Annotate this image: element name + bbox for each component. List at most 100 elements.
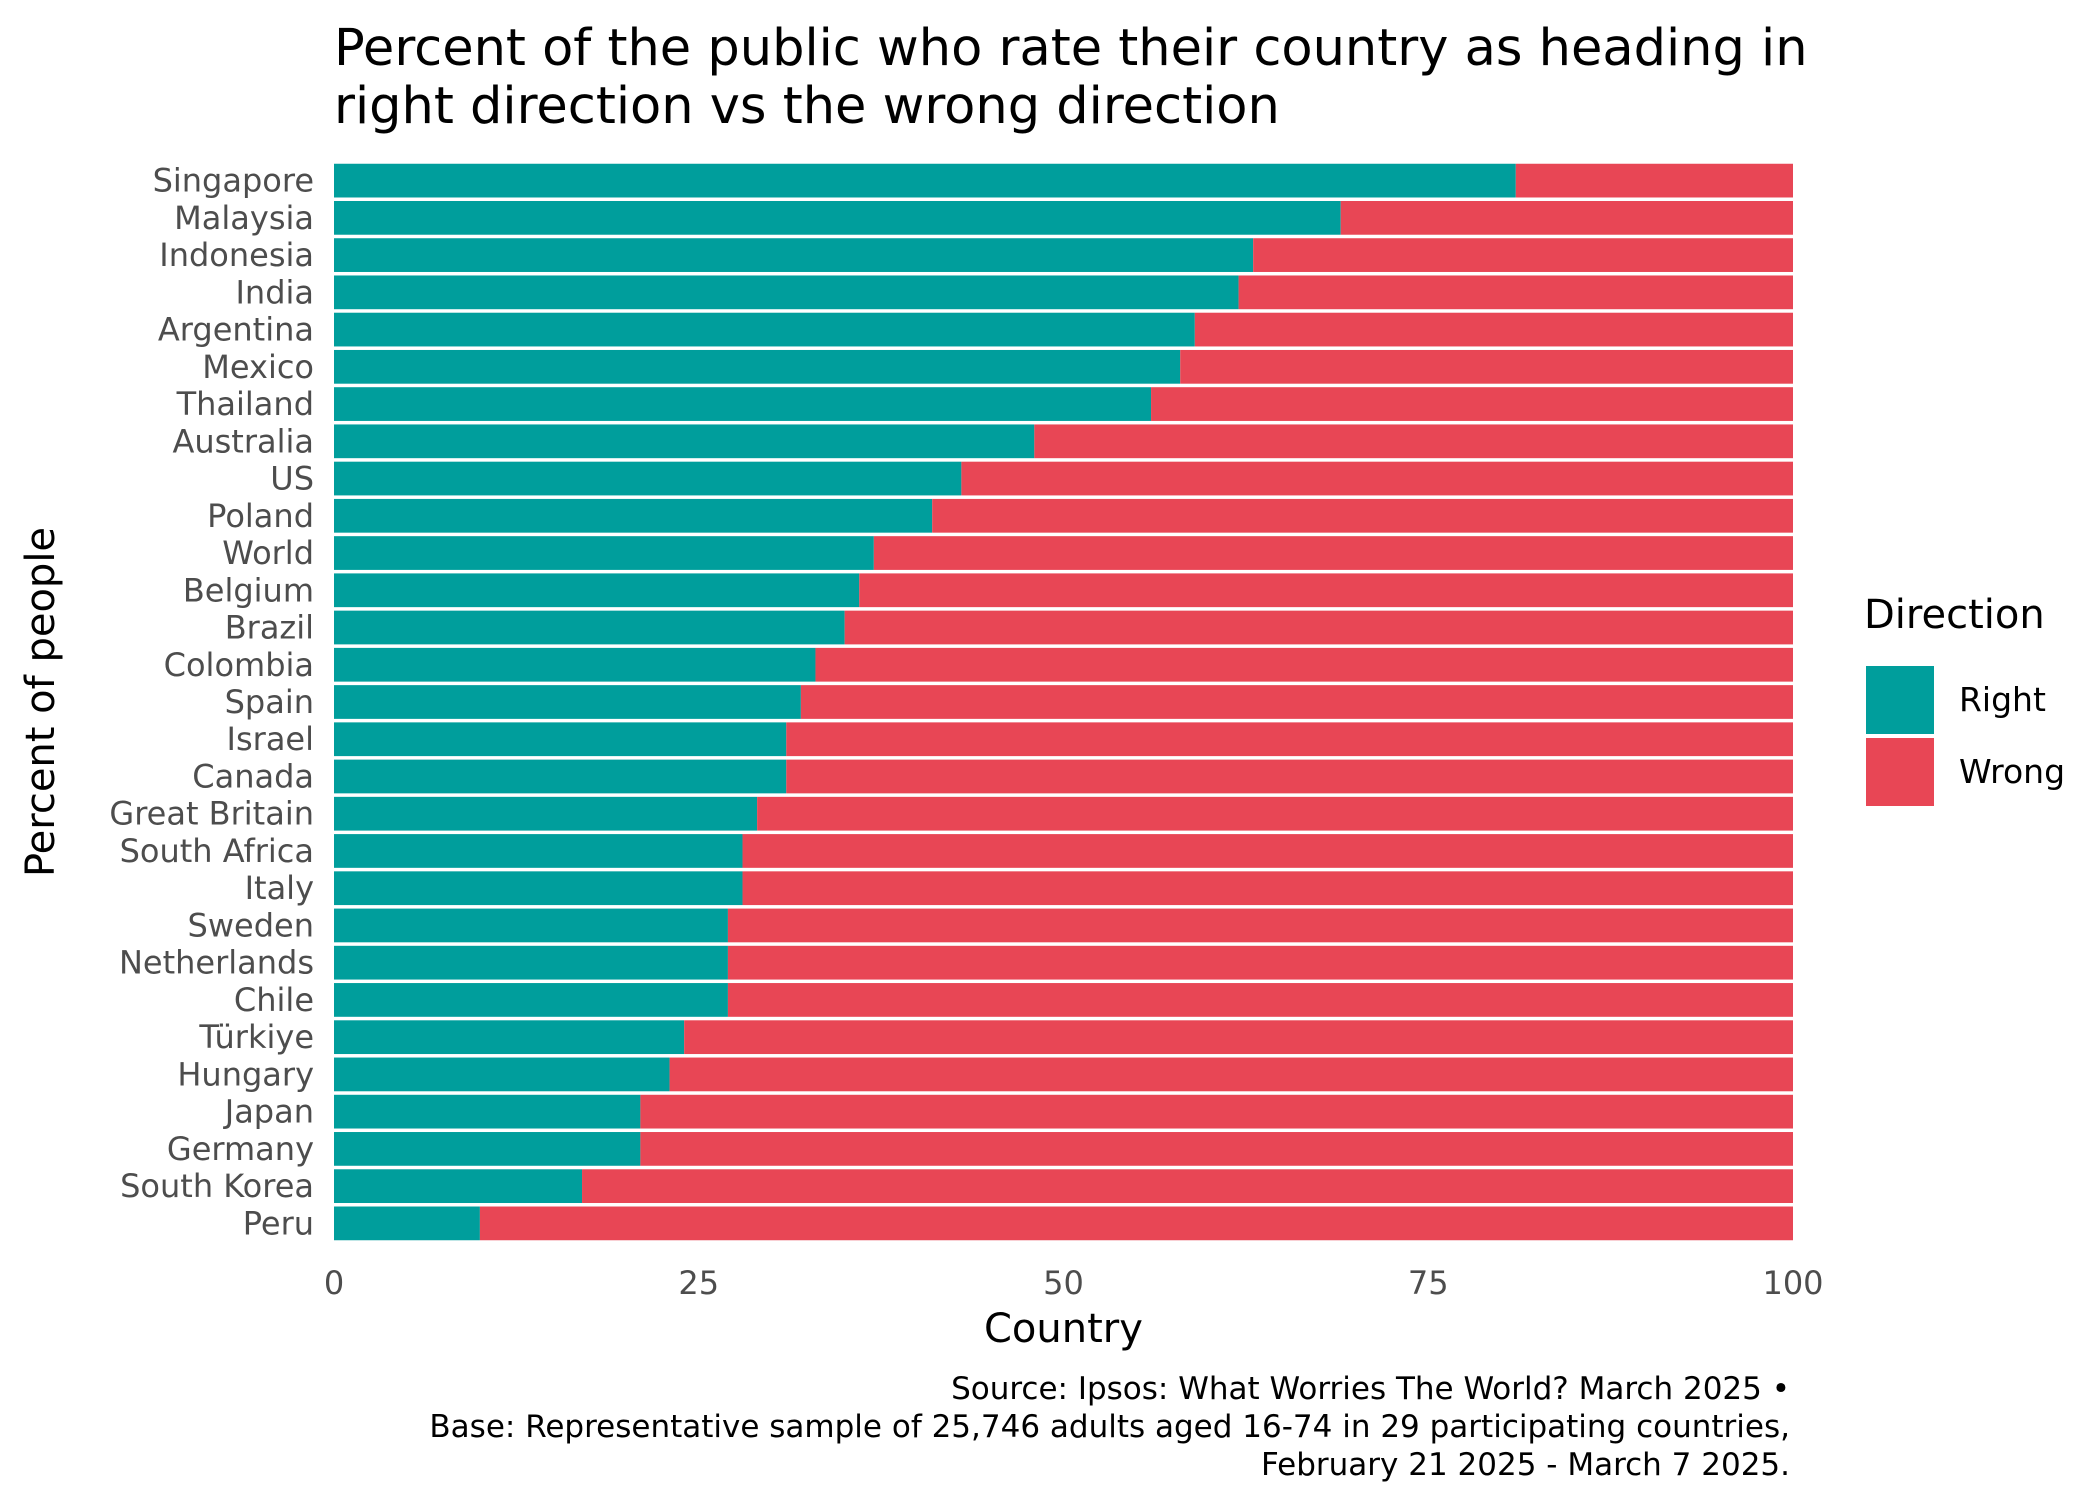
bar-right-colombia bbox=[334, 647, 816, 682]
caption-line-1: Source: Ipsos: What Worries The World? M… bbox=[951, 1371, 1790, 1407]
bar-wrong-poland bbox=[932, 498, 1793, 533]
chart-caption: Source: Ipsos: What Worries The World? M… bbox=[429, 1370, 1790, 1484]
bar-right-canada bbox=[334, 759, 787, 794]
bar-right-sweden bbox=[334, 908, 728, 943]
x-axis-title: Country bbox=[984, 1306, 1143, 1352]
chart-title-line-1: Percent of the public who rate their cou… bbox=[334, 19, 1808, 78]
x-tick-label: 75 bbox=[1408, 1264, 1449, 1302]
x-tick-label: 0 bbox=[324, 1264, 344, 1302]
bar-right-south-korea bbox=[334, 1169, 583, 1204]
legend-label-wrong: Wrong bbox=[1959, 752, 2066, 791]
legend-key-wrong bbox=[1866, 738, 1934, 806]
y-tick-label: Colombia bbox=[164, 646, 314, 684]
x-tick-labels: 0 25 50 75 100 bbox=[324, 1264, 1824, 1302]
legend-label-right: Right bbox=[1959, 680, 2046, 719]
bar-wrong-italy bbox=[742, 871, 1793, 906]
bar-right-netherlands bbox=[334, 945, 728, 980]
bar-wrong-argentina bbox=[1194, 312, 1793, 347]
bar-right-singapore bbox=[334, 163, 1516, 198]
bar-wrong-colombia bbox=[815, 647, 1793, 682]
bar-right-spain bbox=[334, 685, 801, 719]
bar-wrong-türkiye bbox=[684, 1020, 1794, 1055]
bar-wrong-world bbox=[873, 536, 1793, 570]
y-tick-label: Italy bbox=[245, 869, 314, 907]
legend-key-right bbox=[1866, 666, 1934, 734]
y-tick-label: US bbox=[270, 460, 314, 498]
bar-wrong-israel bbox=[786, 722, 1793, 757]
bar-right-south-africa bbox=[334, 834, 743, 868]
x-tick-label: 50 bbox=[1043, 1264, 1084, 1302]
y-tick-label: Argentina bbox=[158, 311, 314, 349]
bar-right-japan bbox=[334, 1094, 641, 1129]
chart-title-line-2: right direction vs the wrong direction bbox=[334, 77, 1280, 136]
bar-right-peru bbox=[334, 1206, 480, 1241]
bar-wrong-japan bbox=[640, 1094, 1793, 1129]
bar-wrong-great-britain bbox=[757, 796, 1793, 831]
bar-wrong-indonesia bbox=[1253, 238, 1793, 272]
y-tick-label: India bbox=[235, 273, 314, 311]
y-tick-label: Australia bbox=[172, 422, 314, 460]
y-tick-label: Sweden bbox=[188, 906, 314, 944]
bar-right-india bbox=[334, 275, 1239, 310]
y-tick-label: Singapore bbox=[153, 162, 314, 200]
y-tick-labels: SingaporeMalaysiaIndonesiaIndiaArgentina… bbox=[109, 162, 314, 1243]
bar-right-poland bbox=[334, 498, 933, 533]
y-tick-label: Indonesia bbox=[159, 236, 314, 274]
bar-right-belgium bbox=[334, 573, 860, 608]
bar-right-world bbox=[334, 536, 874, 570]
bar-wrong-south-korea bbox=[582, 1169, 1793, 1204]
bar-right-mexico bbox=[334, 349, 1181, 384]
bar-right-hungary bbox=[334, 1057, 670, 1092]
y-tick-label: Netherlands bbox=[119, 944, 314, 982]
caption-line-3: February 21 2025 - March 7 2025. bbox=[1261, 1447, 1790, 1483]
bar-wrong-peru bbox=[479, 1206, 1793, 1241]
bar-wrong-australia bbox=[1034, 424, 1793, 459]
bar-wrong-thailand bbox=[1151, 387, 1793, 421]
bar-wrong-singapore bbox=[1515, 163, 1793, 198]
y-tick-label: Mexico bbox=[202, 348, 314, 386]
bar-wrong-spain bbox=[800, 685, 1793, 719]
bar-right-malaysia bbox=[334, 200, 1341, 235]
y-tick-label: Chile bbox=[234, 981, 314, 1019]
y-tick-label: Great Britain bbox=[109, 795, 314, 833]
bar-wrong-malaysia bbox=[1340, 200, 1793, 235]
bar-right-us bbox=[334, 461, 962, 496]
bar-wrong-netherlands bbox=[727, 945, 1794, 980]
bar-wrong-india bbox=[1238, 275, 1793, 310]
y-tick-label: Spain bbox=[225, 683, 314, 721]
bar-right-great-britain bbox=[334, 796, 758, 831]
caption-line-2: Base: Representative sample of 25,746 ad… bbox=[429, 1409, 1790, 1445]
y-tick-label: Malaysia bbox=[174, 199, 314, 237]
legend-title: Direction bbox=[1864, 592, 2045, 638]
bar-right-germany bbox=[334, 1132, 641, 1166]
x-tick-label: 25 bbox=[678, 1264, 719, 1302]
bar-wrong-mexico bbox=[1180, 349, 1793, 384]
x-tick-label: 100 bbox=[1762, 1264, 1823, 1302]
bar-right-argentina bbox=[334, 312, 1195, 347]
bar-wrong-sweden bbox=[727, 908, 1794, 943]
y-axis-title: Percent of people bbox=[18, 526, 65, 878]
y-tick-label: Canada bbox=[192, 757, 314, 795]
y-tick-label: Peru bbox=[243, 1204, 314, 1242]
bar-right-chile bbox=[334, 983, 728, 1017]
bar-right-brazil bbox=[334, 610, 845, 645]
bar-right-türkiye bbox=[334, 1020, 685, 1055]
y-tick-label: Israel bbox=[227, 720, 314, 758]
bar-right-indonesia bbox=[334, 238, 1254, 272]
y-tick-label: Türkiye bbox=[198, 1018, 314, 1056]
y-tick-label: Japan bbox=[223, 1093, 314, 1131]
y-tick-label: South Korea bbox=[120, 1167, 314, 1205]
bar-wrong-south-africa bbox=[742, 834, 1793, 868]
y-tick-label: South Africa bbox=[120, 832, 314, 870]
y-tick-label: Belgium bbox=[183, 571, 314, 609]
y-tick-label: Thailand bbox=[176, 385, 314, 423]
y-tick-label: Germany bbox=[167, 1130, 314, 1168]
bar-wrong-canada bbox=[786, 759, 1793, 794]
bar-wrong-germany bbox=[640, 1132, 1793, 1166]
y-tick-label: Hungary bbox=[177, 1055, 314, 1093]
bar-wrong-us bbox=[961, 461, 1793, 496]
bar-right-australia bbox=[334, 424, 1035, 459]
bar-wrong-brazil bbox=[844, 610, 1793, 645]
y-tick-label: Poland bbox=[207, 497, 314, 535]
bar-right-israel bbox=[334, 722, 787, 757]
